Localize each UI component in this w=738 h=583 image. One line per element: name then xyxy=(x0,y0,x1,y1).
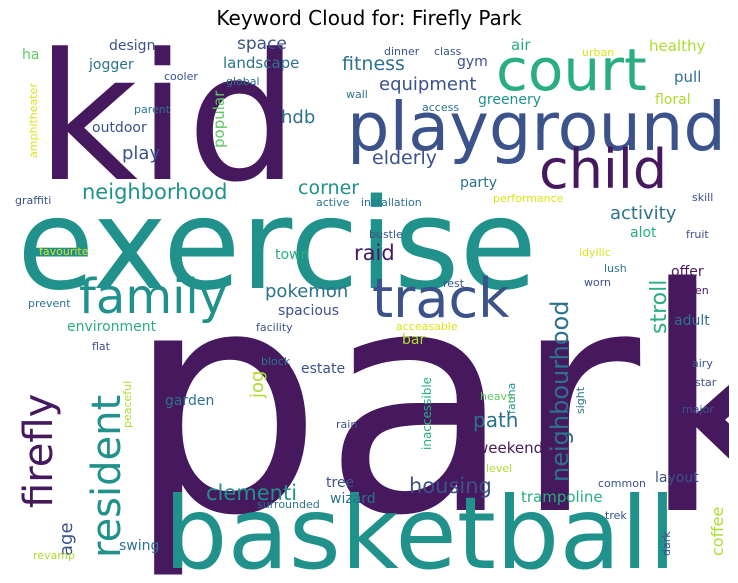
word-cloud: park exercise kid basketball playground … xyxy=(9,36,729,576)
word-air: air xyxy=(511,36,531,54)
word-installation: installation xyxy=(361,196,422,209)
word-inaccessible: inaccessible xyxy=(420,376,434,450)
word-revamp: revamp xyxy=(33,549,75,562)
word-housing: housing xyxy=(409,474,492,498)
word-major: major xyxy=(682,403,714,416)
word-class: class xyxy=(434,45,462,58)
word-skill: skill xyxy=(692,191,714,204)
word-path: path xyxy=(473,408,519,432)
word-bustle: bustle xyxy=(369,228,403,241)
word-cooler: cooler xyxy=(164,70,198,83)
word-estate: estate xyxy=(301,361,346,377)
word-elderly: elderly xyxy=(372,147,438,169)
word-idyllic: idyllic xyxy=(579,246,611,259)
word-floral: floral xyxy=(655,92,691,108)
word-tree: tree xyxy=(326,475,355,491)
word-swing: swing xyxy=(119,538,160,554)
word-court: court xyxy=(496,36,647,104)
word-sight: sight xyxy=(574,386,587,414)
word-prevent: prevent xyxy=(28,297,71,310)
word-airy: airy xyxy=(692,357,713,370)
word-environment: environment xyxy=(67,319,157,335)
word-weekend: weekend xyxy=(476,439,544,457)
word-layout: layout xyxy=(655,470,699,486)
word-stroll: stroll xyxy=(647,279,672,334)
word-trek: trek xyxy=(605,509,627,522)
word-hdb: hdb xyxy=(281,107,316,128)
word-rain: rain xyxy=(336,418,358,431)
word-dark: dark xyxy=(660,531,673,556)
word-lush: lush xyxy=(604,262,627,275)
word-graffiti: graffiti xyxy=(15,194,52,207)
word-wall: wall xyxy=(346,88,368,101)
word-clementi: clementi xyxy=(206,481,298,505)
word-level: level xyxy=(486,462,513,475)
word-raid: raid xyxy=(354,241,395,265)
word-bar: bar xyxy=(402,332,426,348)
word-ha: ha xyxy=(22,47,40,63)
word-playground: playground xyxy=(347,88,726,166)
word-global: global xyxy=(226,75,260,88)
word-design: design xyxy=(109,38,156,54)
word-basketball: basketball xyxy=(164,475,677,577)
word-outdoor: outdoor xyxy=(92,120,147,136)
word-favourite: favourite xyxy=(39,245,89,258)
word-fitness: fitness xyxy=(342,53,405,75)
word-party: party xyxy=(460,175,497,191)
word-park: park xyxy=(126,223,729,576)
word-coffee: coffee xyxy=(708,506,727,556)
word-access: access xyxy=(422,101,460,114)
word-common: common xyxy=(598,477,646,490)
word-landscape: landscape xyxy=(223,54,300,72)
word-rest: rest xyxy=(443,277,465,290)
word-activity: activity xyxy=(610,203,677,224)
word-healthy: healthy xyxy=(649,37,706,55)
word-peaceful: peaceful xyxy=(121,380,134,428)
word-dinner: dinner xyxy=(384,45,420,58)
word-child: child xyxy=(539,138,668,201)
word-flat: flat xyxy=(92,340,110,353)
word-firefly: firefly xyxy=(16,393,62,508)
word-fruit: fruit xyxy=(686,228,709,241)
word-performance: performance xyxy=(493,192,564,205)
word-offer: offer xyxy=(671,264,704,280)
word-equipment: equipment xyxy=(379,74,477,95)
word-adult: adult xyxy=(674,313,710,329)
word-kid: kid xyxy=(36,36,299,221)
word-surrounded: surrounded xyxy=(257,498,320,511)
word-heavy: heavy xyxy=(480,390,514,403)
word-urban: urban xyxy=(582,46,615,59)
word-acceasable: acceasable xyxy=(396,320,458,333)
word-alot: alot xyxy=(630,225,657,241)
word-jog: jog xyxy=(247,370,268,398)
word-pull: pull xyxy=(674,68,702,86)
word-jogger: jogger xyxy=(89,57,134,73)
word-pokemon: pokemon xyxy=(265,281,349,302)
word-greenery: greenery xyxy=(478,92,542,108)
word-town: town xyxy=(275,247,310,263)
word-parent: parent xyxy=(134,103,171,116)
word-worn: worn xyxy=(584,276,612,289)
word-family: family xyxy=(79,269,228,325)
word-trampoline: trampoline xyxy=(521,488,603,506)
word-popular: popular xyxy=(210,90,228,148)
word-neighborhood: neighborhood xyxy=(82,180,228,204)
word-garden: garden xyxy=(165,393,215,409)
word-spacious: spacious xyxy=(278,303,340,319)
word-wizard: wizard xyxy=(330,491,376,507)
word-block: block xyxy=(261,355,291,368)
word-space: space xyxy=(237,36,287,54)
word-amphitheater: amphitheater xyxy=(27,83,40,158)
word-star: star xyxy=(695,376,717,389)
word-exercise: exercise xyxy=(17,171,537,318)
word-active: active xyxy=(316,196,350,209)
chart-title: Keyword Cloud for: Firefly Park xyxy=(216,6,522,30)
word-hidden: hidden xyxy=(671,284,709,297)
word-facility: facility xyxy=(256,321,293,334)
word-play: play xyxy=(122,143,161,164)
word-track: track xyxy=(372,267,510,330)
word-neighbourhood: neighbourhood xyxy=(546,300,574,482)
word-gym: gym xyxy=(457,54,488,70)
word-corner: corner xyxy=(298,177,360,199)
